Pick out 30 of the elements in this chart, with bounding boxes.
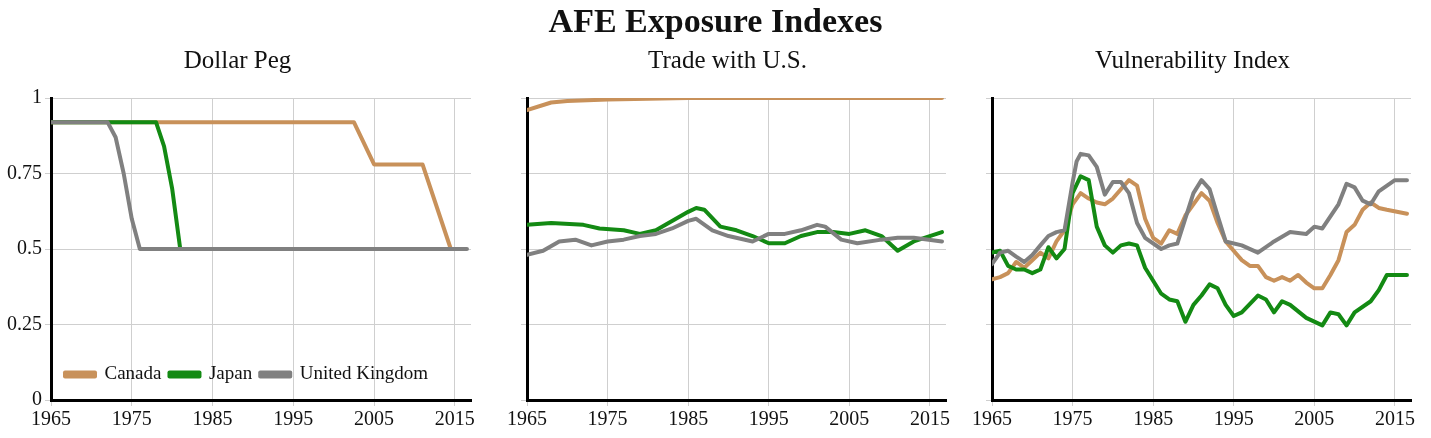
x-tick-label: 1995	[273, 407, 314, 430]
x-tick-label: 1965	[507, 407, 547, 430]
chart-title: Dollar Peg	[183, 45, 292, 73]
x-tick-label: 1995	[1213, 407, 1254, 430]
x-tick-label: 2005	[354, 407, 395, 430]
chart-title: Vulnerability Index	[1095, 45, 1291, 73]
y-tick-label: 0.5	[17, 236, 42, 259]
chart-title: Trade with U.S.	[648, 45, 807, 73]
x-tick-label: 1985	[1133, 407, 1174, 430]
x-tick-label: 1985	[192, 407, 233, 430]
x-tick-label: 1975	[587, 407, 628, 430]
y-tick-label: 1	[32, 85, 42, 108]
legend-label: Japan	[208, 362, 253, 384]
x-tick-label: 1975	[1052, 407, 1093, 430]
x-tick-label: 1995	[748, 407, 789, 430]
x-tick-label: 2015	[1374, 407, 1415, 430]
x-tick-label: 2015	[909, 407, 950, 430]
y-tick-label: 0.25	[7, 311, 42, 334]
x-tick-label: 1965	[972, 407, 1012, 430]
x-tick-label: 2015	[434, 407, 475, 430]
y-tick-label: 0.75	[7, 160, 42, 183]
x-tick-label: 1975	[111, 407, 152, 430]
y-tick-label: 0	[32, 387, 42, 410]
x-tick-label: 2005	[1294, 407, 1335, 430]
x-tick-label: 2005	[829, 407, 870, 430]
text: AFE Exposure Indexes	[547, 2, 884, 40]
x-tick-label: 1985	[668, 407, 709, 430]
legend-label: Canada	[104, 362, 163, 384]
x-tick-label: 1965	[31, 407, 71, 430]
legend-label: United Kingdom	[299, 362, 429, 384]
